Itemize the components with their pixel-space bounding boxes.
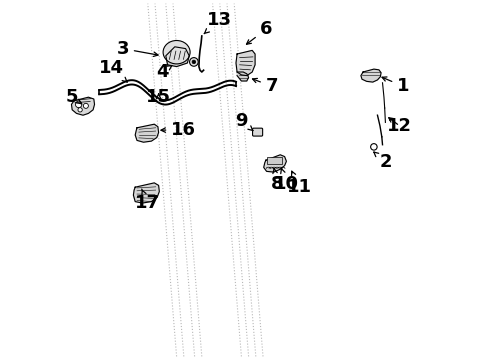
Text: 8: 8 — [271, 168, 284, 193]
Polygon shape — [135, 124, 159, 142]
Polygon shape — [166, 47, 189, 67]
Text: 13: 13 — [204, 11, 232, 33]
Text: 1: 1 — [382, 77, 410, 95]
Text: 6: 6 — [246, 20, 273, 44]
Text: 11: 11 — [287, 171, 312, 196]
Polygon shape — [236, 50, 255, 76]
Bar — [268, 157, 282, 164]
Polygon shape — [237, 72, 248, 81]
Circle shape — [83, 103, 88, 108]
Text: 12: 12 — [387, 117, 412, 135]
Text: 17: 17 — [135, 189, 160, 212]
Text: 14: 14 — [99, 59, 127, 82]
Circle shape — [190, 58, 198, 66]
Text: 2: 2 — [374, 152, 392, 171]
FancyBboxPatch shape — [252, 128, 263, 136]
Polygon shape — [264, 155, 286, 172]
Circle shape — [370, 144, 377, 150]
Circle shape — [78, 108, 82, 112]
Ellipse shape — [163, 40, 190, 64]
Text: 4: 4 — [156, 63, 172, 81]
Text: 9: 9 — [235, 112, 253, 131]
Polygon shape — [361, 69, 381, 82]
Circle shape — [192, 60, 196, 64]
Polygon shape — [72, 97, 95, 115]
Polygon shape — [133, 183, 159, 203]
Text: 15: 15 — [146, 88, 171, 106]
Text: 7: 7 — [252, 77, 278, 95]
Text: 16: 16 — [161, 121, 196, 139]
Text: 3: 3 — [116, 40, 158, 58]
Circle shape — [75, 101, 82, 108]
Text: 5: 5 — [66, 88, 81, 106]
Text: 10: 10 — [274, 168, 299, 193]
